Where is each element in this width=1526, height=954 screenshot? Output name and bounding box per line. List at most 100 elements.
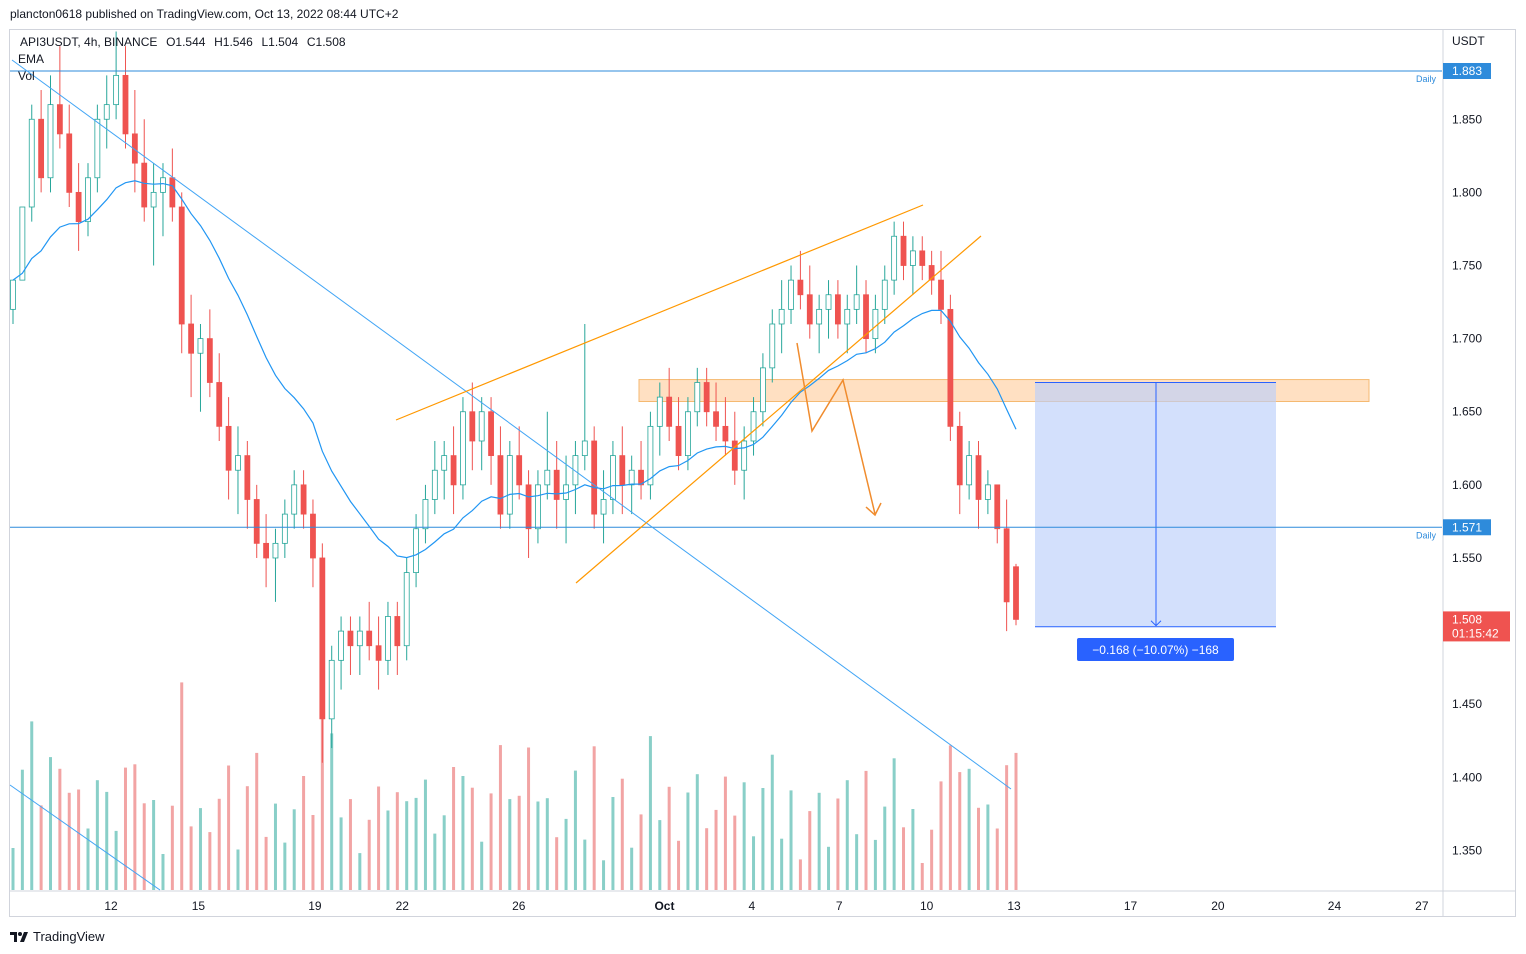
candle-body[interactable]	[94, 118, 101, 179]
candle-body[interactable]	[966, 455, 973, 486]
candle-body[interactable]	[488, 411, 494, 457]
candle-body[interactable]	[300, 484, 307, 515]
candle-body[interactable]	[600, 499, 607, 515]
candle-body[interactable]	[863, 294, 869, 340]
candle-body[interactable]	[1013, 566, 1019, 620]
lower-trendline[interactable]	[9, 784, 161, 891]
candle-body[interactable]	[310, 513, 316, 559]
descending-trendline[interactable]	[11, 59, 1012, 790]
candle-body[interactable]	[197, 338, 204, 354]
candle-body[interactable]	[938, 279, 944, 310]
candle-body[interactable]	[338, 630, 344, 661]
candle-body[interactable]	[460, 411, 466, 486]
wedge-upper-line[interactable]	[395, 204, 924, 421]
legend-ema[interactable]: EMA	[18, 52, 45, 66]
footer-brand[interactable]: TradingView	[10, 929, 105, 944]
candle-body[interactable]	[619, 455, 626, 486]
candle-body[interactable]	[10, 279, 16, 310]
candle-body[interactable]	[535, 484, 541, 530]
candle-body[interactable]	[731, 440, 738, 471]
candle-body[interactable]	[225, 425, 232, 471]
candle-body[interactable]	[760, 367, 766, 413]
candle-body[interactable]	[741, 440, 748, 471]
candle-body[interactable]	[544, 469, 551, 486]
candle-body[interactable]	[881, 279, 888, 310]
candle-body[interactable]	[413, 528, 419, 574]
candle-body[interactable]	[319, 557, 326, 720]
candle-body[interactable]	[281, 513, 288, 544]
legend-vol[interactable]: Vol	[18, 69, 35, 83]
candle-body[interactable]	[375, 645, 382, 661]
candle-body[interactable]	[750, 411, 757, 442]
candle-body[interactable]	[28, 118, 35, 208]
candle-body[interactable]	[291, 484, 298, 515]
projection-arrow[interactable]	[796, 342, 876, 515]
candle-body[interactable]	[356, 630, 363, 647]
candle-body[interactable]	[797, 279, 804, 296]
candle-body[interactable]	[638, 469, 644, 486]
candle-body[interactable]	[478, 411, 485, 442]
ema-line[interactable]	[12, 180, 1017, 559]
candle-body[interactable]	[947, 308, 954, 427]
candle-body[interactable]	[703, 382, 710, 413]
candle-body[interactable]	[235, 455, 241, 471]
candle-body[interactable]	[122, 74, 129, 135]
candle-body[interactable]	[272, 542, 279, 559]
candle-body[interactable]	[610, 455, 616, 500]
candle-body[interactable]	[713, 411, 719, 427]
candle-body[interactable]	[385, 616, 391, 661]
candle-body[interactable]	[572, 455, 579, 486]
candle-body[interactable]	[525, 484, 532, 530]
candle-body[interactable]	[56, 104, 63, 135]
candle-body[interactable]	[244, 455, 251, 500]
candle-body[interactable]	[956, 425, 963, 486]
candle-body[interactable]	[994, 484, 1001, 530]
candle-body[interactable]	[816, 308, 823, 325]
candle-body[interactable]	[928, 265, 935, 281]
candle-body[interactable]	[769, 323, 776, 369]
candle-body[interactable]	[778, 308, 785, 325]
candle-body[interactable]	[516, 455, 523, 486]
candle-body[interactable]	[909, 250, 916, 266]
candle-body[interactable]	[141, 162, 148, 208]
candle-body[interactable]	[75, 191, 82, 223]
candle-body[interactable]	[38, 118, 45, 179]
candle-body[interactable]	[891, 235, 898, 281]
candle-body[interactable]	[506, 455, 513, 515]
candle-body[interactable]	[844, 308, 851, 325]
candle-body[interactable]	[722, 425, 729, 442]
candle-body[interactable]	[47, 104, 54, 179]
candle-body[interactable]	[919, 250, 926, 266]
candle-body[interactable]	[150, 191, 157, 208]
candle-body[interactable]	[131, 133, 138, 164]
candle-body[interactable]	[103, 104, 110, 120]
candle-body[interactable]	[85, 177, 91, 223]
candle-body[interactable]	[188, 323, 195, 354]
candle-body[interactable]	[403, 572, 410, 647]
candle-body[interactable]	[263, 542, 269, 559]
candle-body[interactable]	[178, 206, 185, 325]
candle-body[interactable]	[169, 177, 176, 208]
wedge-lower-line[interactable]	[575, 235, 982, 584]
candle-body[interactable]	[694, 382, 701, 413]
candle-body[interactable]	[469, 411, 476, 442]
candle-body[interactable]	[497, 455, 504, 515]
candle-body[interactable]	[160, 177, 166, 193]
candle-body[interactable]	[806, 294, 813, 325]
candle-body[interactable]	[834, 294, 841, 325]
candle-body[interactable]	[628, 469, 635, 486]
candle-body[interactable]	[581, 440, 588, 457]
candle-body[interactable]	[984, 484, 991, 500]
candle-body[interactable]	[253, 499, 260, 544]
candle-body[interactable]	[853, 294, 860, 310]
candle-body[interactable]	[206, 338, 213, 383]
candle-body[interactable]	[422, 499, 429, 530]
candle-body[interactable]	[591, 440, 598, 515]
candle-body[interactable]	[900, 235, 907, 266]
candle-body[interactable]	[366, 630, 373, 647]
candle-body[interactable]	[113, 74, 120, 106]
candle-body[interactable]	[450, 455, 457, 486]
candle-body[interactable]	[19, 206, 26, 281]
candle-body[interactable]	[685, 411, 691, 457]
